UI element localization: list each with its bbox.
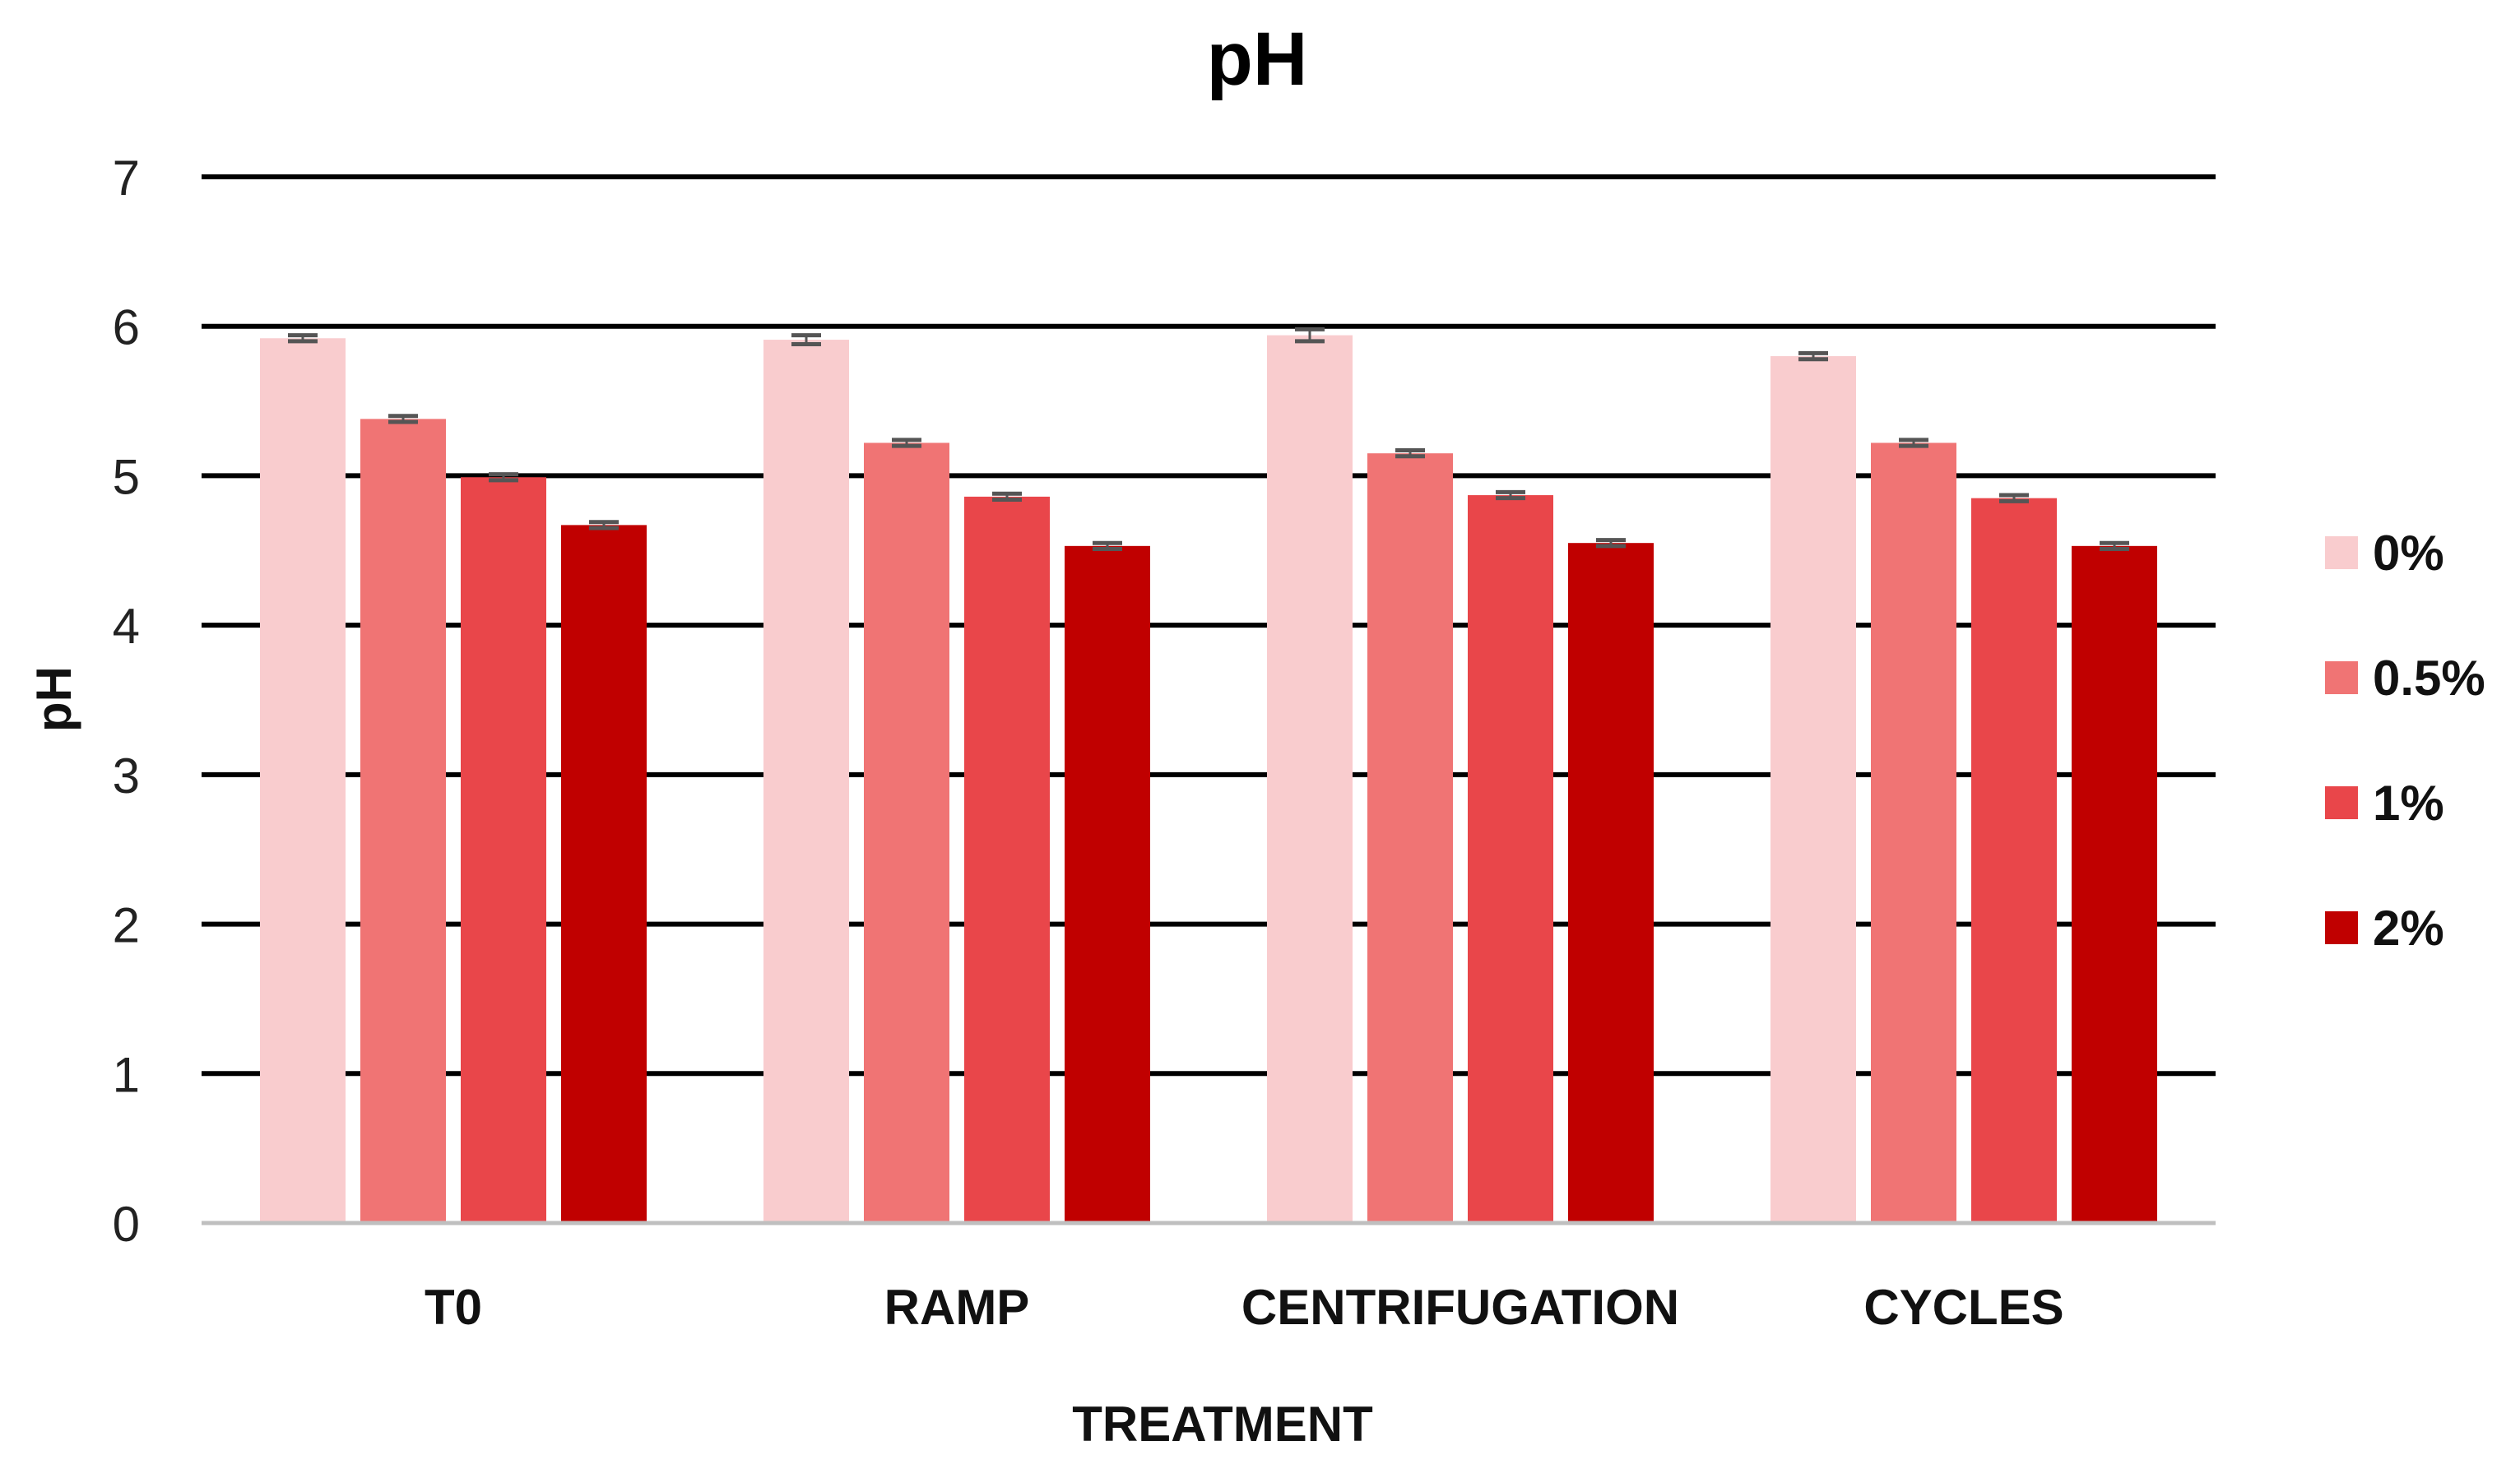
y-axis-label: pH [26,666,81,732]
bar-t0-1pct [461,477,546,1223]
bar-cycles-0.5pct [1871,442,1956,1223]
y-tick-label: 0 [113,1197,140,1252]
bar-ramp-0.5pct [864,442,949,1223]
legend-label: 2% [2373,901,2444,956]
legend-swatch [2325,786,2358,819]
legend-label: 0.5% [2373,651,2485,706]
bar-cycles-1pct [1971,498,2057,1223]
y-tick-label: 7 [113,151,140,206]
legend-label: 1% [2373,776,2444,831]
bar-centrifugation-1pct [1468,495,1553,1223]
bar-t0-0pct [260,338,346,1223]
bar-ramp-0pct [763,340,849,1223]
bar-centrifugation-0.5pct [1367,453,1453,1223]
legend-swatch [2325,911,2358,944]
bar-cycles-0pct [1770,356,1856,1223]
y-tick-label: 2 [113,898,140,953]
bar-ramp-2pct [1065,545,1150,1223]
y-tick-label: 6 [113,300,140,355]
bar-ramp-1pct [964,496,1050,1223]
x-category-label: CYCLES [1863,1280,2063,1335]
x-category-label: RAMP [884,1280,1030,1335]
legend-swatch [2325,536,2358,569]
x-category-label: T0 [425,1280,482,1335]
error-bars [288,327,2129,551]
x-category-label: CENTRIFUGATION [1241,1280,1679,1335]
bar-t0-0.5pct [360,419,446,1223]
x-axis-categories: T0 RAMP CENTRIFUGATION CYCLES [425,1280,2064,1335]
y-tick-label: 1 [113,1047,140,1102]
bar-centrifugation-0pct [1267,335,1353,1223]
y-tick-label: 5 [113,449,140,504]
legend-swatch [2325,661,2358,694]
bar-centrifugation-2pct [1568,543,1654,1223]
y-tick-label: 3 [113,748,140,804]
y-tick-label: 4 [113,599,140,654]
bar-cycles-2pct [2072,545,2157,1223]
legend-label: 0% [2373,526,2444,581]
legend: 0% 0.5% 1% 2% [2325,526,2485,956]
y-axis-ticks: 0 1 2 3 4 5 6 7 [113,151,140,1252]
bar-t0-2pct [561,525,647,1223]
bars [260,335,2157,1223]
chart-title: pH [1207,17,1308,101]
x-axis-label: TREATMENT [1072,1397,1373,1452]
